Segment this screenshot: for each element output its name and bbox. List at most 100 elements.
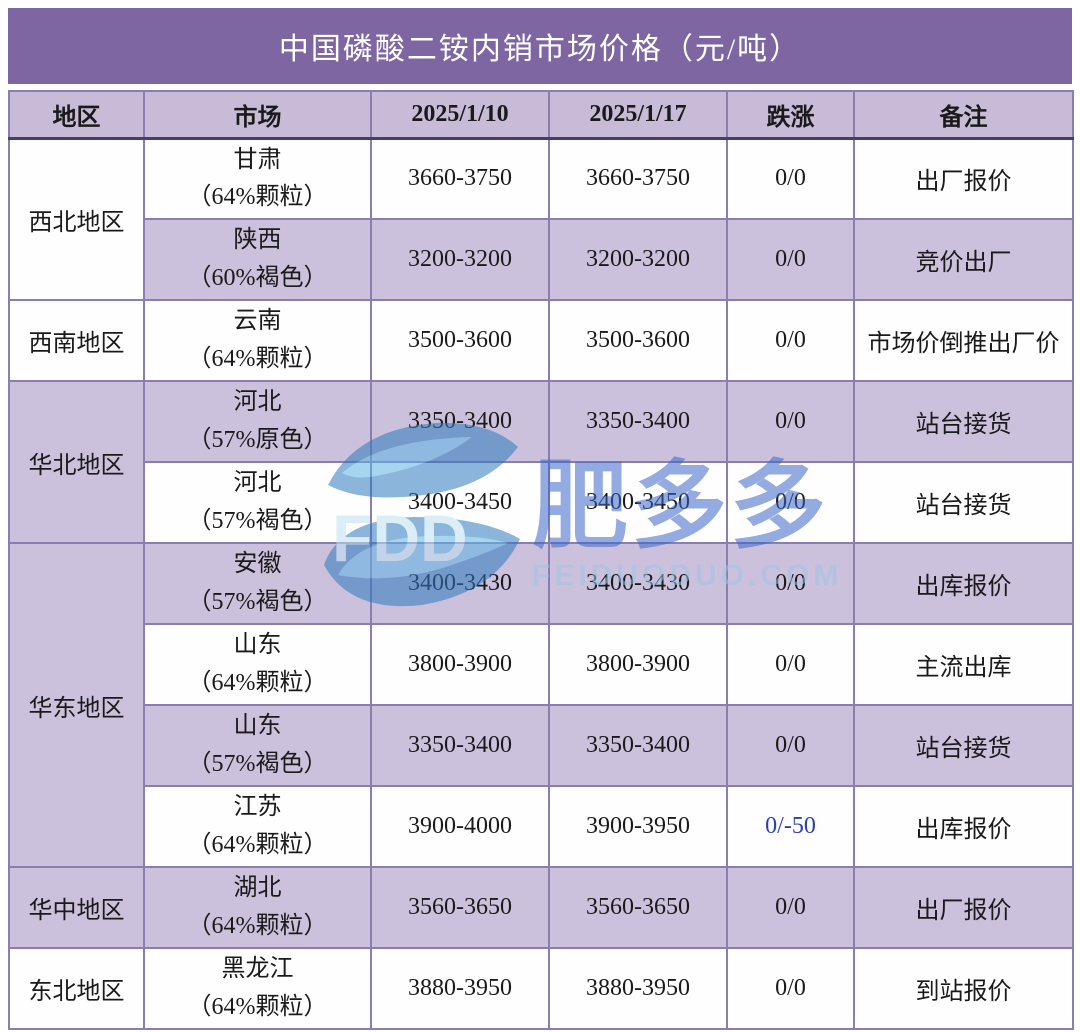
market-cell: 山东 （64%颗粒） [143,623,372,706]
change-cell: 0/0 [726,542,855,625]
remark-cell: 站台接货 [853,704,1074,787]
table-row: 东北地区 黑龙江 （64%颗粒） 3880-3950 3880-3950 0/0 到站报价 [8,947,1074,1030]
change-cell: 0/0 [726,461,855,544]
price-0110-cell: 3350-3400 [370,704,550,787]
region-cell: 西北地区 [8,137,145,301]
table-row: 华北地区 河北 （57%原色） 3350-3400 3350-3400 0/0 站台接货 [8,380,1074,544]
market-spec: （64%颗粒） [187,912,328,939]
column-header-0: 地区 [8,90,145,140]
market-cell: 湖北 （64%颗粒） [143,866,372,949]
price-0117-cell: 3400-3450 [548,461,728,544]
market-name: 湖北 [233,875,282,902]
price-0117-cell: 3800-3900 [548,623,728,706]
column-header-2: 2025/1/10 [370,90,550,140]
table-row: 陕西 （60%褐色） 3200-3200 3200-3200 0/0 竞价出厂 [9,218,1074,301]
price-0110-cell: 3560-3650 [370,866,550,949]
remark-cell: 出库报价 [853,785,1074,868]
price-0117-cell: 3660-3750 [548,137,728,220]
price-0117-cell: 3560-3650 [548,866,728,949]
price-0110-cell: 3900-4000 [370,785,550,868]
price-0110-cell: 3660-3750 [370,137,550,220]
market-spec: （64%颗粒） [187,345,328,372]
table-row: 山东 （64%颗粒） 3800-3900 3800-3900 0/0 主流出库 [9,623,1074,706]
table-row: 山东 （57%褐色） 3350-3400 3350-3400 0/0 站台接货 [9,704,1074,787]
region-cell: 华北地区 [8,380,145,544]
remark-cell: 站台接货 [853,461,1074,544]
table-row: 江苏 （64%颗粒） 3900-4000 3900-3950 0/-50 出库报价 [9,785,1074,868]
price-0110-cell: 3400-3450 [370,461,550,544]
market-cell: 黑龙江 （64%颗粒） [143,947,372,1030]
market-cell: 云南 （64%颗粒） [143,299,372,382]
table-row: 西北地区 甘肃 （64%颗粒） 3660-3750 3660-3750 0/0 出厂报价 [8,137,1074,301]
column-header-4: 跌涨 [726,90,855,140]
remark-cell: 出厂报价 [853,137,1074,220]
market-spec: （64%颗粒） [187,183,328,210]
remark-cell: 竞价出厂 [853,218,1074,301]
change-cell: 0/0 [726,218,855,301]
remark-cell: 出库报价 [853,542,1074,625]
price-0110-cell: 3500-3600 [370,299,550,382]
change-cell: 0/0 [726,866,855,949]
column-header-3: 2025/1/17 [548,90,728,140]
remark-cell: 到站报价 [853,947,1074,1030]
price-0117-cell: 3900-3950 [548,785,728,868]
market-cell: 江苏 （64%颗粒） [143,785,372,868]
price-0117-cell: 3350-3400 [548,380,728,463]
market-spec: （57%褐色） [187,507,328,534]
market-name: 云南 [233,308,282,335]
market-name: 安徽 [233,551,282,578]
change-cell: 0/0 [726,704,855,787]
remark-cell: 出厂报价 [853,866,1074,949]
table-row: 河北 （57%褐色） 3400-3450 3400-3450 0/0 站台接货 [9,461,1074,544]
table-row: 华东地区 安徽 （57%褐色） 3400-3430 3400-3430 0/0 出库报价 [8,542,1074,868]
table-row: 西南地区 云南 （64%颗粒） 3500-3600 3500-3600 0/0 市场价倒推出… [8,299,1074,382]
change-cell: 0/-50 [726,785,855,868]
market-cell: 河北 （57%原色） [143,380,372,463]
region-cell: 华中地区 [8,866,145,949]
market-spec: （64%颗粒） [187,831,328,858]
market-cell: 山东 （57%褐色） [143,704,372,787]
region-cell: 西南地区 [8,299,145,382]
price-0117-cell: 3400-3430 [548,542,728,625]
market-cell: 安徽 （57%褐色） [143,542,372,625]
market-name: 山东 [233,632,282,659]
price-0110-cell: 3350-3400 [370,380,550,463]
price-0110-cell: 3200-3200 [370,218,550,301]
remark-cell: 主流出库 [853,623,1074,706]
column-header-1: 市场 [143,90,372,140]
column-header-5: 备注 [853,90,1074,140]
market-name: 陕西 [233,227,282,254]
market-name: 江苏 [233,794,282,821]
change-cell: 0/0 [726,623,855,706]
market-cell: 河北 （57%褐色） [143,461,372,544]
market-name: 河北 [233,470,282,497]
market-cell: 甘肃 （64%颗粒） [143,137,372,220]
remark-cell: 市场价倒推出厂价 [853,299,1074,382]
market-spec: （57%褐色） [187,750,328,777]
table-body: 西北地区 甘肃 （64%颗粒） 3660-3750 3660-3750 0/0 出厂报价 陕西… [8,137,1074,1030]
price-0110-cell: 3400-3430 [370,542,550,625]
price-0117-cell: 3880-3950 [548,947,728,1030]
price-table-page: 中国磷酸二铵内销市场价格（元/吨） 地区 市场 2025/1/10 2025/1/17… [8,8,1074,1030]
market-spec: （57%原色） [187,426,328,453]
market-spec: （64%颗粒） [187,993,328,1020]
market-name: 黑龙江 [221,956,294,983]
price-0110-cell: 3800-3900 [370,623,550,706]
header-row: 地区 市场 2025/1/10 2025/1/17 跌涨 备注 [8,90,1074,140]
region-cell: 东北地区 [8,947,145,1030]
price-0110-cell: 3880-3950 [370,947,550,1030]
market-name: 山东 [233,713,282,740]
page-title: 中国磷酸二铵内销市场价格（元/吨） [8,8,1072,84]
change-cell: 0/0 [726,137,855,220]
market-name: 甘肃 [233,146,282,173]
market-cell: 陕西 （60%褐色） [143,218,372,301]
remark-cell: 站台接货 [853,380,1074,463]
market-name: 河北 [233,389,282,416]
region-cell: 华东地区 [8,542,145,868]
price-table: 地区 市场 2025/1/10 2025/1/17 跌涨 备注 西北地区 甘肃 （64%颗粒）… [8,90,1074,1030]
price-0117-cell: 3200-3200 [548,218,728,301]
change-cell: 0/0 [726,380,855,463]
market-spec: （64%颗粒） [187,669,328,696]
price-0117-cell: 3500-3600 [548,299,728,382]
change-cell: 0/0 [726,947,855,1030]
